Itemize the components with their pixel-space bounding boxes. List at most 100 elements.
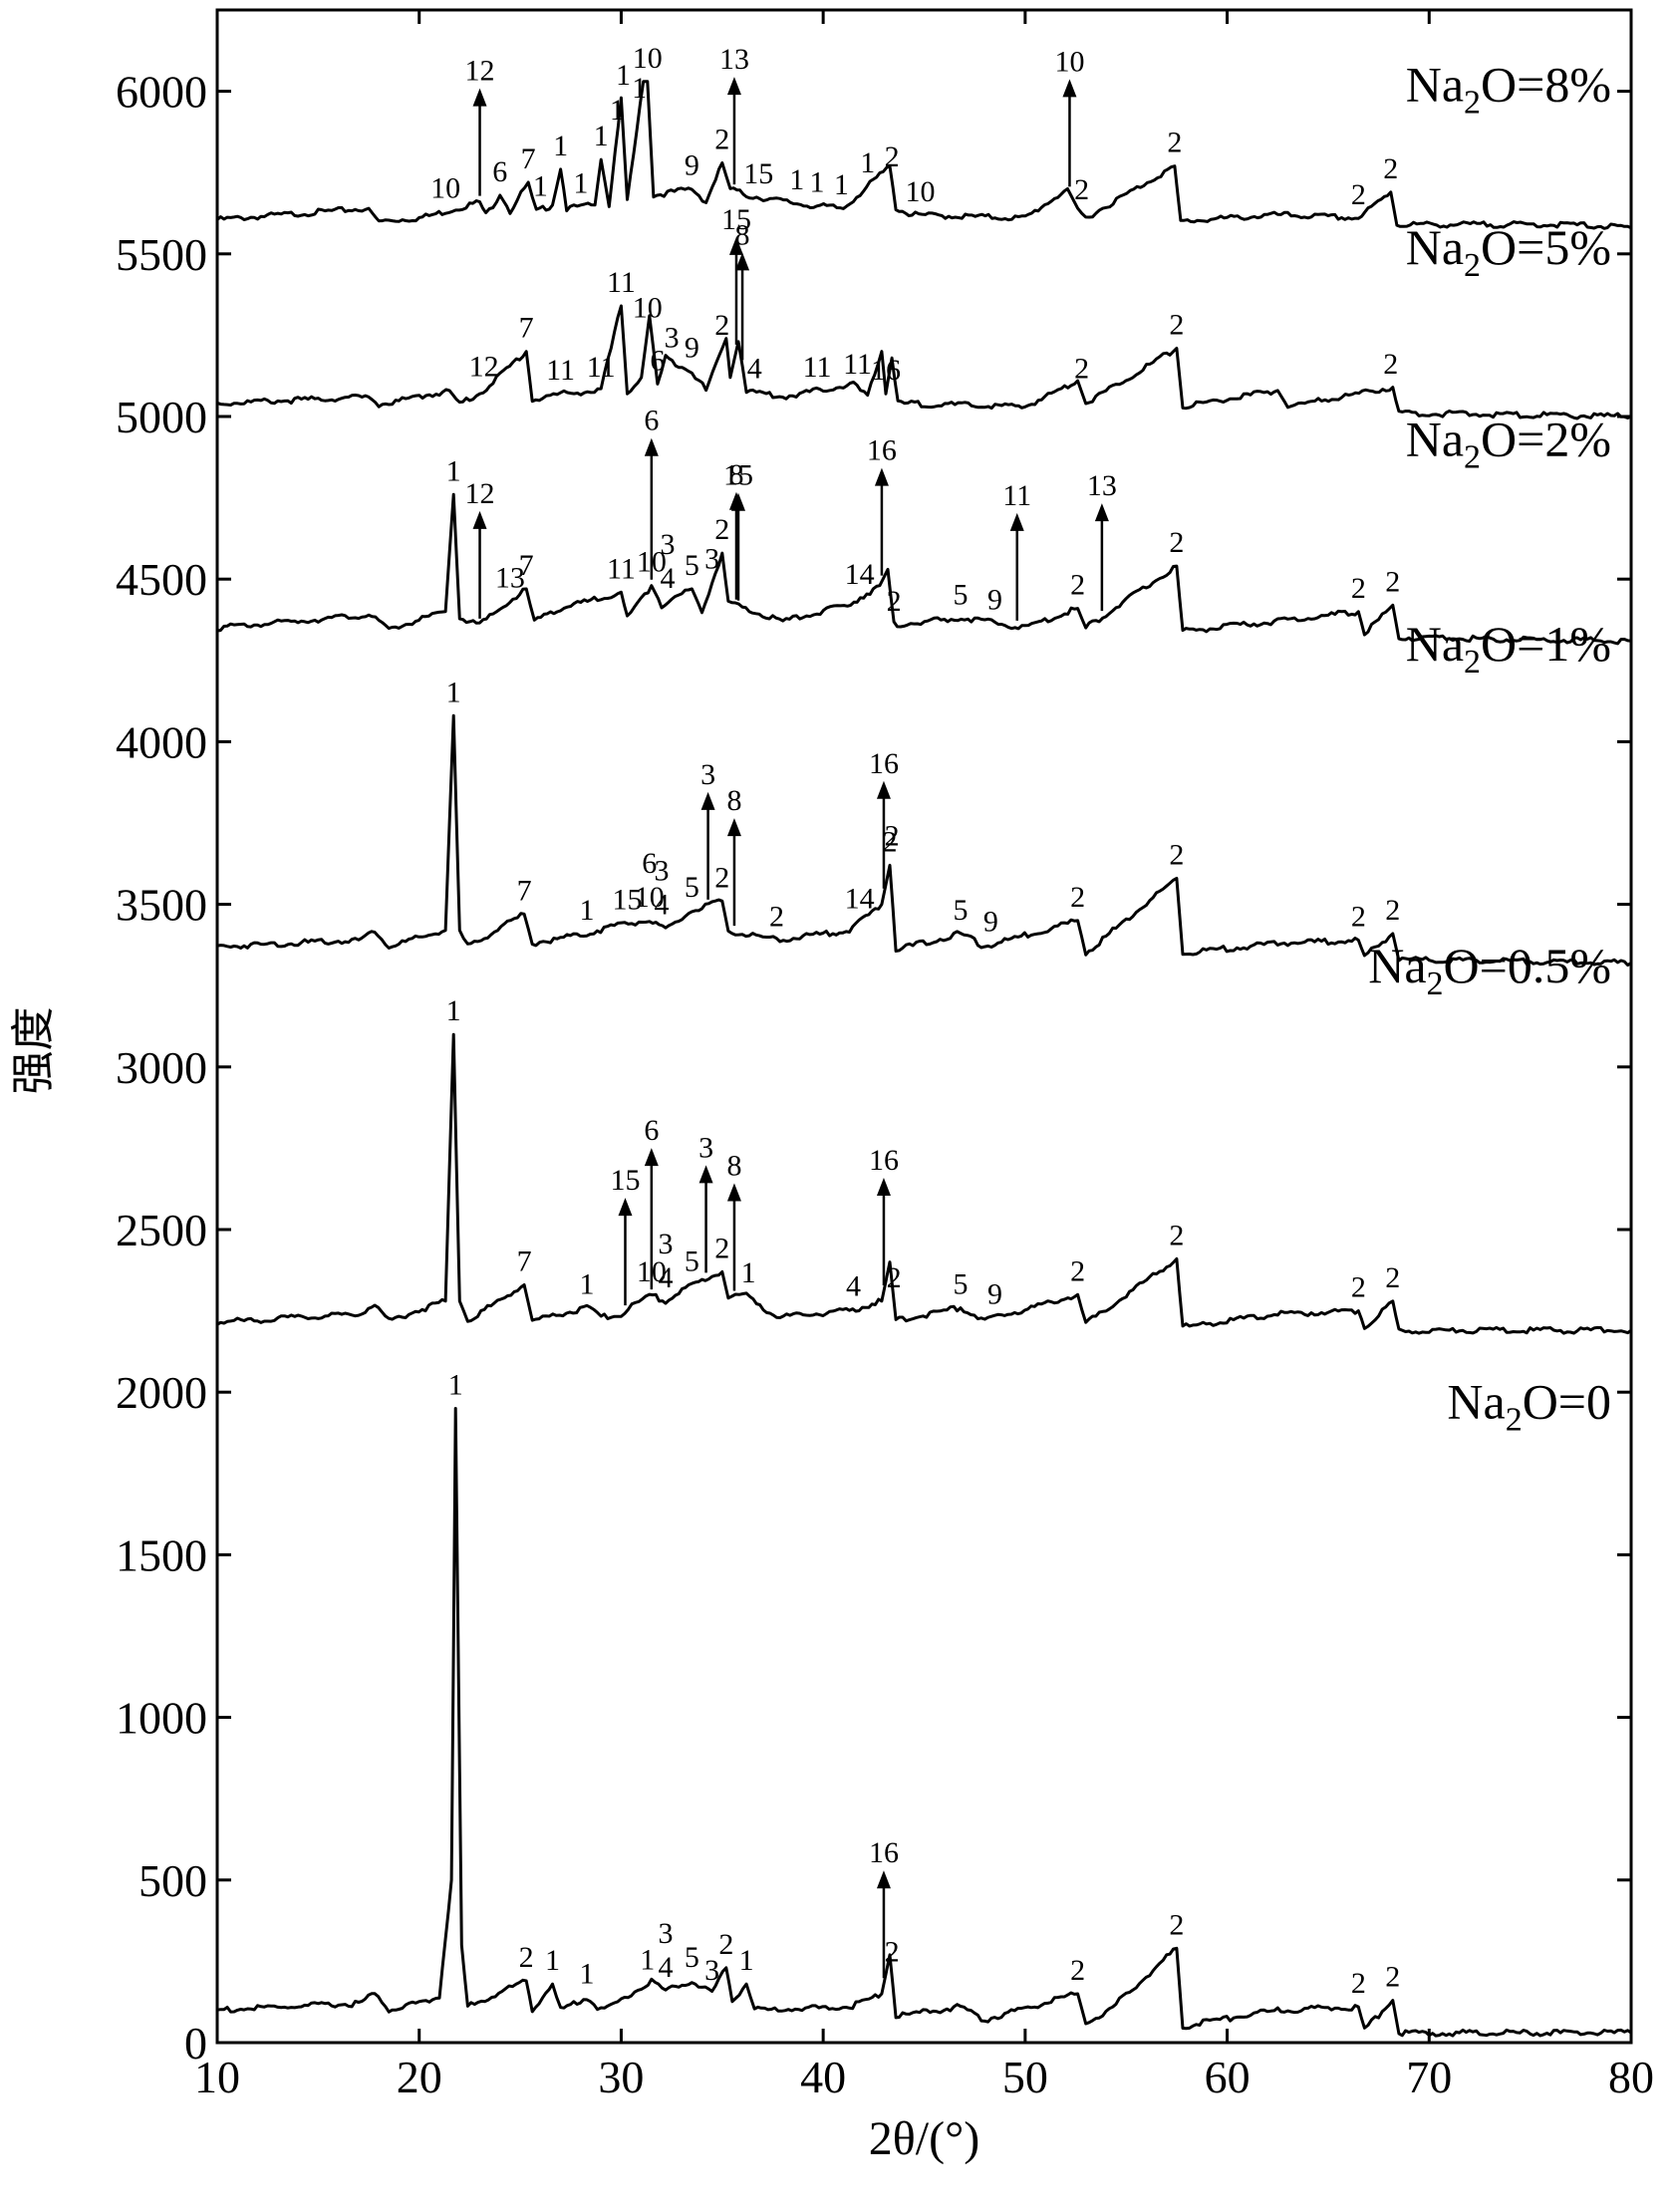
peak-arrowhead (618, 1198, 633, 1217)
peak-label: 4 (659, 1261, 674, 1294)
peak-label: 2 (1351, 178, 1366, 211)
peak-label: 2 (1070, 881, 1085, 914)
peak-arrowhead (1062, 79, 1077, 98)
peak-label: 2 (887, 585, 902, 618)
peak-arrowhead (726, 818, 741, 837)
peak-arrowhead (874, 467, 889, 486)
peak-label: 7 (517, 1244, 532, 1277)
peak-label: 2 (1383, 348, 1398, 381)
peak-label: 2 (1169, 838, 1184, 871)
y-tick-label: 3500 (116, 880, 207, 931)
peak-label: 3 (665, 321, 680, 354)
peak-label: 2 (1351, 1967, 1366, 2000)
y-tick-label: 5500 (116, 229, 207, 280)
y-tick-label: 2500 (116, 1205, 207, 1255)
series-traces (216, 80, 1632, 2038)
y-tick-label: 4500 (116, 554, 207, 605)
peak-label: 1 (594, 120, 609, 152)
x-tick-label: 70 (1406, 2052, 1452, 2102)
peak-label: 2 (1169, 1908, 1184, 1941)
peak-label: 4 (654, 888, 669, 921)
peak-arrowhead (726, 77, 741, 96)
peak-arrowhead (644, 1148, 659, 1167)
x-tick-label: 30 (598, 2052, 644, 2102)
peak-label: 2 (769, 901, 784, 934)
y-tick-label: 3000 (116, 1042, 207, 1093)
peak-label: 6 (642, 847, 657, 880)
peak-label: 14 (845, 883, 875, 916)
peak-label: 2 (1167, 127, 1182, 159)
peak-label: 7 (519, 549, 534, 582)
peak-label: 5 (685, 1941, 699, 1974)
series-label: Na2O=8% (1406, 57, 1611, 122)
peak-label: 1 (834, 168, 849, 201)
peak-label: 2 (1385, 565, 1400, 598)
peak-label: 3 (661, 528, 676, 561)
peak-label: 1 (610, 94, 625, 127)
peak-label: 15 (743, 157, 773, 190)
peak-label: 2 (714, 513, 729, 546)
series-label: Na2O=5% (1406, 219, 1611, 284)
peak-label: 1 (448, 1369, 463, 1402)
peak-label: 2 (714, 1232, 729, 1264)
peak-label: 8 (726, 784, 741, 817)
peak-label: 7 (519, 312, 534, 345)
peak-arrowhead (1009, 512, 1024, 531)
peak-label: 2 (883, 825, 898, 858)
peak-label: 1 (553, 130, 568, 162)
y-tick-label: 5000 (116, 392, 207, 442)
y-tick-label: 500 (139, 1855, 207, 1906)
peak-arrowhead (728, 236, 743, 255)
peak-label: 1 (810, 166, 825, 199)
peak-arrowhead (876, 1870, 891, 1889)
peak-label: 1 (579, 894, 594, 927)
peak-label: 4 (747, 352, 762, 385)
peak-label: 3 (654, 854, 669, 887)
peak-arrowhead (472, 510, 487, 529)
peak-label: 2 (1169, 308, 1184, 341)
peak-arrowhead (644, 437, 659, 456)
peak-arrowhead (728, 491, 743, 510)
peak-label: 9 (983, 905, 998, 938)
peak-label: 2 (1074, 173, 1089, 206)
peak-label: 2 (887, 1261, 902, 1294)
peak-label: 2 (1385, 1261, 1400, 1294)
plot-frame (215, 8, 1633, 2045)
peak-label: 11 (843, 348, 872, 381)
peak-label: 1 (640, 1944, 655, 1977)
peak-label: 9 (685, 149, 699, 182)
peak-label: 5 (685, 549, 699, 582)
peak-label: 1 (860, 146, 875, 179)
peak-label: 16 (871, 354, 901, 387)
peak-label: 10 (1054, 45, 1084, 78)
series-label: Na2O=0 (1447, 1374, 1611, 1439)
series-label: Na2O=0.5% (1368, 938, 1611, 1002)
peak-label: 3 (704, 542, 719, 575)
peak-label: 6 (644, 1114, 659, 1147)
series-line (216, 80, 1632, 230)
peak-label: 2 (718, 1928, 733, 1961)
peak-label: 5 (953, 1267, 968, 1300)
peak-label: 13 (495, 561, 525, 594)
peak-label: 3 (659, 1917, 674, 1950)
peak-label: 16 (869, 1836, 899, 1869)
y-tick-label: 1000 (116, 1693, 207, 1744)
y-tick-label: 0 (184, 2018, 207, 2069)
peak-label: 2 (1070, 569, 1085, 602)
peak-label: 2 (885, 1936, 900, 1969)
peak-label: 2 (1074, 353, 1089, 386)
peak-label: 2 (1070, 1954, 1085, 1987)
peak-label: 2 (1351, 1271, 1366, 1304)
x-tick-label: 80 (1608, 2052, 1654, 2102)
peak-label: 9 (685, 331, 699, 364)
peak-label: 5 (685, 871, 699, 904)
series-line (216, 1032, 1632, 1335)
peak-arrowhead (698, 1165, 713, 1184)
peak-label: 3 (700, 758, 715, 791)
peak-label: 11 (587, 351, 616, 384)
x-axis-title: 2θ/(°) (869, 2112, 980, 2165)
peak-arrowhead (735, 252, 750, 271)
peak-label: 2 (885, 140, 900, 173)
peak-label: 11 (546, 354, 575, 387)
